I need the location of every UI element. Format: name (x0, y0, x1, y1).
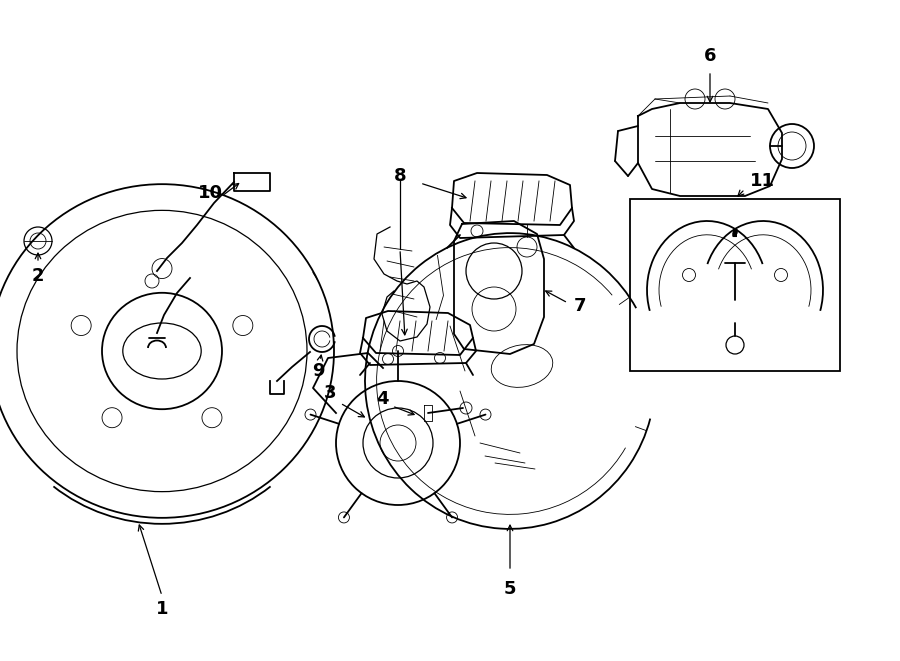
Text: 11: 11 (750, 172, 775, 190)
Text: 10: 10 (197, 184, 222, 202)
Text: 9: 9 (311, 362, 324, 380)
Text: 2: 2 (32, 267, 44, 285)
Text: 5: 5 (504, 580, 517, 598)
Text: 8: 8 (393, 167, 406, 185)
Text: 4: 4 (376, 390, 388, 408)
Bar (630, 199, 840, 371)
Text: 3: 3 (324, 384, 337, 402)
Text: 7: 7 (574, 297, 586, 315)
Text: 1: 1 (156, 600, 168, 618)
Text: 6: 6 (704, 47, 716, 65)
